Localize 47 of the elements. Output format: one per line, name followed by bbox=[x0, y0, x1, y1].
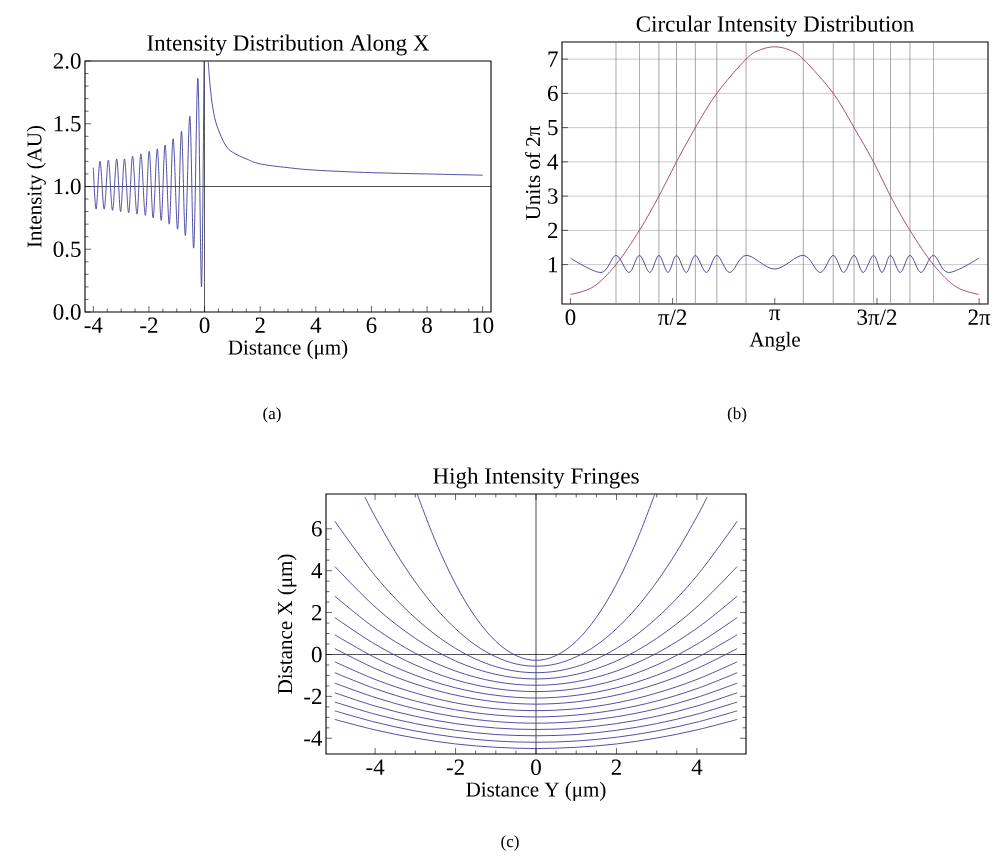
y-axis-title: Distance X (μm) bbox=[277, 554, 297, 694]
x-tick-label: 10 bbox=[473, 317, 494, 334]
x-tick-label: 0 bbox=[531, 759, 541, 776]
x-axis-title: Distance Y (μm) bbox=[466, 781, 606, 801]
x-tick-label: -2 bbox=[446, 759, 464, 775]
x-tick-label: -2 bbox=[140, 317, 158, 333]
x-tick-label: 3π/2 bbox=[857, 309, 897, 325]
y-tick-label: 0.0 bbox=[53, 304, 81, 320]
chart-title: High Intensity Fringes bbox=[433, 467, 639, 489]
text: (a) bbox=[263, 407, 281, 423]
x-tick-label: π bbox=[769, 309, 781, 321]
y-tick-label: 3 bbox=[548, 188, 558, 204]
x-axis-title: Distance (μm) bbox=[228, 339, 348, 359]
x-tick-label: 2π bbox=[968, 309, 991, 325]
x-axis-title: Angle bbox=[749, 331, 800, 351]
y-tick-label: 4 bbox=[311, 563, 323, 579]
y-tick-label: 4 bbox=[547, 154, 559, 170]
text: (b) bbox=[727, 407, 747, 423]
x-tick-label: 4 bbox=[691, 759, 703, 775]
y-tick-label: 0.5 bbox=[53, 241, 81, 258]
y-tick-label: 0 bbox=[311, 646, 322, 663]
y-axis-title: Intensity (AU) bbox=[26, 125, 46, 248]
y-tick-label: 6 bbox=[311, 521, 322, 537]
y-tick-label: 2 bbox=[548, 222, 558, 238]
y-axis-title: Units of 2π bbox=[525, 126, 541, 220]
y-tick-label: 6 bbox=[547, 85, 558, 102]
y-tick-label: -4 bbox=[304, 730, 323, 746]
x-tick-label: 0 bbox=[565, 309, 576, 326]
x-tick-label: 2 bbox=[255, 317, 265, 333]
x-tick-label: 6 bbox=[366, 317, 377, 333]
x-tick-label: -4 bbox=[84, 317, 103, 333]
y-tick-label: 1.5 bbox=[54, 115, 81, 132]
y-tick-label: 2 bbox=[312, 604, 322, 621]
y-tick-label: 2.0 bbox=[53, 53, 81, 69]
x-tick-label: 0 bbox=[199, 317, 210, 334]
y-tick-label: 7 bbox=[548, 51, 558, 67]
y-tick-label: -2 bbox=[304, 688, 322, 704]
x-tick-label: -4 bbox=[366, 759, 385, 775]
y-tick-label: 1 bbox=[549, 257, 558, 273]
y-tick-label: 1.0 bbox=[54, 178, 81, 195]
x-tick-label: 2 bbox=[611, 759, 621, 775]
chart-title: Circular Intensity Distribution bbox=[636, 15, 914, 37]
text: (c) bbox=[501, 835, 519, 851]
chart-title: Intensity Distribution Along X bbox=[147, 34, 430, 56]
y-tick-label: 5 bbox=[548, 119, 558, 136]
x-tick-label: 8 bbox=[422, 317, 432, 334]
x-tick-label: π/2 bbox=[658, 309, 687, 325]
